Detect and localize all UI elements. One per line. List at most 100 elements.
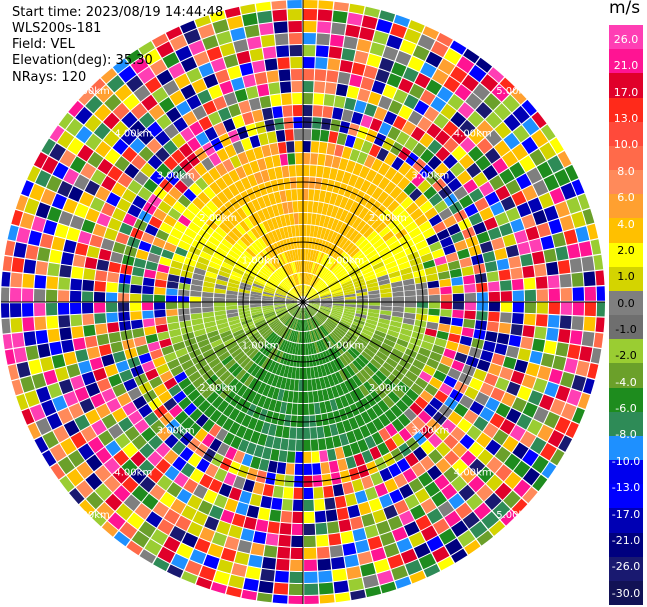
noise-gate xyxy=(512,442,529,460)
signal-gate xyxy=(355,288,368,294)
noise-gate xyxy=(161,249,174,260)
noise-gate xyxy=(500,196,516,211)
signal-gate xyxy=(317,283,327,292)
noise-gate xyxy=(311,451,320,463)
signal-gate xyxy=(324,337,332,348)
signal-gate xyxy=(294,319,299,330)
noise-gate xyxy=(263,545,278,558)
signal-gate xyxy=(316,282,326,291)
noise-gate xyxy=(237,539,252,554)
noise-gate xyxy=(29,404,46,422)
signal-gate xyxy=(282,239,289,251)
colorbar-tick-label: -30.0 xyxy=(611,586,641,600)
signal-gate xyxy=(405,202,419,215)
signal-gate xyxy=(385,235,398,247)
signal-gate xyxy=(281,252,288,264)
noise-gate xyxy=(331,22,346,36)
noise-gate xyxy=(180,84,196,100)
signal-gate xyxy=(295,367,300,379)
signal-gate xyxy=(380,306,392,311)
signal-gate xyxy=(248,214,258,227)
noise-gate xyxy=(312,105,323,117)
noise-gate xyxy=(464,283,476,293)
signal-gate xyxy=(208,357,221,369)
noise-gate xyxy=(491,353,505,366)
signal-gate xyxy=(322,324,331,334)
noise-gate xyxy=(547,314,560,328)
noise-gate xyxy=(443,434,459,450)
signal-gate xyxy=(286,303,298,309)
signal-gate xyxy=(275,306,286,311)
signal-gate xyxy=(226,294,238,299)
noise-gate xyxy=(486,271,499,282)
noise-gate xyxy=(420,498,437,514)
signal-gate xyxy=(366,362,379,374)
signal-gate xyxy=(392,205,405,218)
signal-gate xyxy=(250,306,262,311)
signal-gate xyxy=(291,318,297,330)
noise-gate xyxy=(42,450,57,467)
signal-gate xyxy=(331,331,341,342)
noise-gate xyxy=(74,414,90,431)
noise-gate xyxy=(460,467,477,484)
signal-gate xyxy=(178,353,191,365)
noise-gate xyxy=(163,536,181,553)
signal-gate xyxy=(319,308,331,314)
noise-gate xyxy=(142,294,154,302)
noise-gate xyxy=(96,213,111,227)
signal-gate xyxy=(341,280,353,287)
signal-gate xyxy=(228,250,240,260)
signal-gate xyxy=(426,358,440,370)
signal-gate xyxy=(263,309,275,315)
noise-gate xyxy=(213,122,227,137)
signal-gate xyxy=(320,339,328,351)
signal-gate xyxy=(298,391,303,404)
noise-gate xyxy=(461,74,479,92)
noise-gate xyxy=(390,23,407,39)
noise-gate xyxy=(387,515,403,531)
noise-gate xyxy=(544,411,560,429)
signal-gate xyxy=(376,351,388,361)
noise-gate xyxy=(153,383,168,397)
signal-gate xyxy=(246,390,257,403)
noise-gate xyxy=(516,413,532,430)
noise-gate xyxy=(303,0,318,9)
noise-gate xyxy=(94,313,107,324)
signal-gate xyxy=(282,265,290,276)
signal-gate xyxy=(354,176,365,190)
noise-gate xyxy=(494,212,509,226)
signal-gate xyxy=(297,319,301,331)
signal-gate xyxy=(194,328,206,337)
signal-gate xyxy=(304,285,309,297)
signal-gate xyxy=(332,303,344,307)
signal-gate xyxy=(254,353,265,365)
signal-gate xyxy=(368,294,380,299)
noise-gate xyxy=(81,219,96,234)
noise-gate xyxy=(435,146,451,162)
signal-gate xyxy=(251,365,261,377)
signal-gate xyxy=(388,353,401,364)
signal-gate xyxy=(356,337,368,347)
noise-gate xyxy=(328,46,343,59)
signal-gate xyxy=(307,305,317,313)
noise-gate xyxy=(412,45,430,61)
noise-gate xyxy=(413,446,427,461)
noise-gate xyxy=(103,130,120,148)
noise-gate xyxy=(130,451,146,467)
noise-gate xyxy=(427,139,443,155)
range-label: 5.00km xyxy=(496,510,534,521)
signal-gate xyxy=(307,201,314,213)
signal-gate xyxy=(264,359,273,371)
noise-gate xyxy=(571,375,586,392)
noise-gate xyxy=(388,100,403,115)
signal-gate xyxy=(326,179,335,192)
signal-gate xyxy=(228,408,240,421)
signal-gate xyxy=(219,222,231,234)
signal-gate xyxy=(307,379,313,391)
noise-gate xyxy=(341,109,354,123)
signal-gate xyxy=(231,365,243,378)
noise-gate xyxy=(16,361,31,378)
noise-gate xyxy=(424,328,437,337)
signal-gate xyxy=(317,285,328,293)
noise-gate xyxy=(395,50,412,66)
